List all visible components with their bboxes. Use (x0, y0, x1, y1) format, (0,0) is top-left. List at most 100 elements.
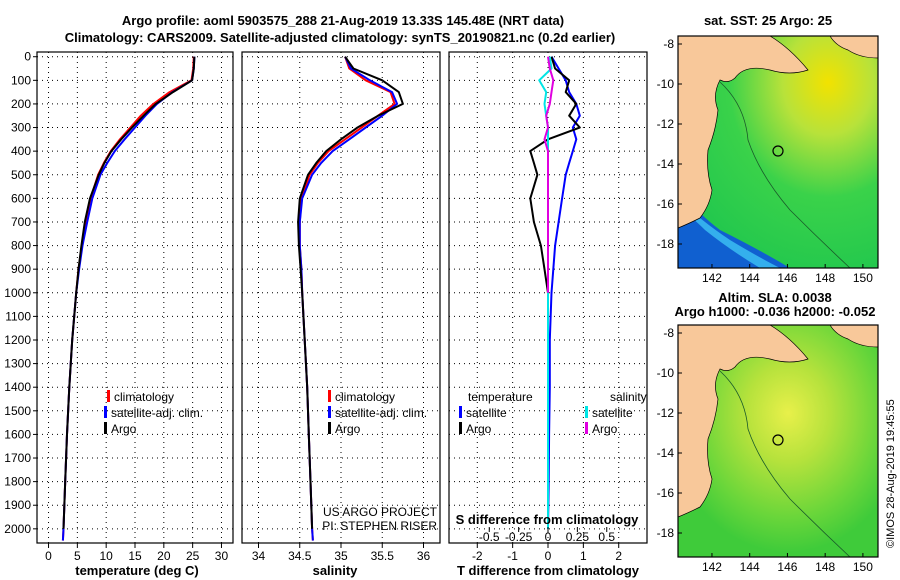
sst-cool-water (678, 190, 790, 268)
legend-label-satellite: satellite-adj. clim. (335, 406, 427, 420)
depth-tick-label: 500 (11, 168, 31, 182)
depth-tick-label: 300 (11, 121, 31, 135)
difference-x-label: T difference from climatology (457, 563, 640, 578)
series-line-temperature-satellite (547, 56, 581, 529)
salinity-difference-tick-label: 0.25 (566, 530, 590, 544)
depth-tick-label: 400 (11, 144, 31, 158)
lat-tick-label: -18 (657, 526, 675, 540)
lat-tick-label: -10 (657, 366, 675, 380)
series-line-climatology (61, 56, 195, 541)
sla-map-frame (677, 324, 879, 558)
legend-label-argo: Argo (111, 422, 137, 436)
depth-tick-label: 600 (11, 191, 31, 205)
legend-swatch-sal-argo (585, 422, 588, 434)
x-tick-label: -1 (507, 549, 518, 563)
sst-map-frame (677, 35, 879, 269)
x-tick-label: -2 (472, 549, 483, 563)
difference-gridlines (449, 52, 647, 543)
x-tick-label: 10 (99, 549, 113, 563)
legend-label-climatology: climatology (335, 390, 395, 404)
legend-label-sal-argo: Argo (592, 422, 618, 436)
sst-land-png (829, 36, 878, 59)
series-line-argo (62, 56, 196, 529)
credit-line2: PI: STEPHEN RISER (322, 519, 437, 533)
sla-float-marker (772, 434, 784, 446)
x-tick-label: 0 (45, 549, 52, 563)
legend-swatch-argo (104, 422, 107, 434)
legend-swatch-argo (328, 422, 331, 434)
salinity-difference-tick-label: -0.5 (479, 530, 500, 544)
lon-tick-label: 148 (815, 271, 835, 285)
salinity-difference-tick-label: -0.25 (505, 530, 533, 544)
depth-tick-label: 1600 (4, 427, 31, 441)
temperature-x-ticks: 0 5 10 15 20 25 30 (45, 543, 228, 563)
sla-land-png (829, 325, 878, 348)
lon-tick-label: 146 (777, 560, 797, 574)
legend-swatch-climatology (328, 390, 331, 402)
salinity-difference-tick-label: 0.5 (598, 530, 615, 544)
legend-swatch-satellite (328, 406, 331, 418)
depth-tick-label: 1400 (4, 380, 31, 394)
series-line-salinity-argo (543, 56, 555, 293)
depth-tick-label: 1100 (5, 309, 31, 323)
temperature-gridlines (37, 52, 233, 543)
salinity-x-label: salinity (313, 563, 359, 578)
series-line-climatology (298, 56, 396, 541)
salinity-difference-tick-label: 0 (545, 530, 552, 544)
salinity-x-ticks: 34 34.5 35 35.5 36 (252, 543, 431, 563)
salinity-difference-ticks: -0.5 -0.25 0 0.25 0.5 (479, 527, 615, 544)
lon-tick-label: 144 (740, 271, 760, 285)
sst-map-title: sat. SST: 25 Argo: 25 (704, 13, 832, 28)
lat-tick-label: -12 (657, 406, 675, 420)
series-line-argo (297, 56, 404, 529)
sst-map-lon-ticks: 142 144 146 148 150 (702, 264, 873, 285)
depth-tick-label: 2000 (4, 522, 31, 536)
sst-map-lat-ticks: -8 -10 -12 -14 -16 -18 (657, 37, 682, 251)
salinity-difference-label: S difference from climatology (456, 512, 640, 527)
x-tick-label: 2 (615, 549, 622, 563)
legend-label-temp-argo: Argo (466, 422, 492, 436)
credit-line1: US ARGO PROJECT (323, 505, 438, 519)
x-tick-label: 1 (580, 549, 587, 563)
lon-tick-label: 150 (853, 560, 873, 574)
difference-legend: temperature salinity satellite Argo sate… (459, 390, 647, 436)
sst-land-cape-york (678, 36, 809, 229)
legend-label-climatology: climatology (114, 390, 174, 404)
lon-tick-label: 146 (777, 271, 797, 285)
salinity-lines (297, 56, 404, 541)
imos-watermark: ©IMOS 28-Aug-2019 19:45:55 (885, 399, 897, 548)
x-tick-label: 15 (128, 549, 142, 563)
lat-tick-label: -12 (657, 117, 675, 131)
depth-tick-label: 1200 (4, 333, 31, 347)
sla-map-lat-ticks: -8 -10 -12 -14 -16 -18 (657, 326, 682, 540)
depth-tick-label: 0 (24, 50, 31, 64)
difference-x-ticks: -2 -1 0 1 2 (472, 543, 622, 563)
difference-lines (529, 56, 581, 529)
series-line-satellite-adj-clim- (298, 56, 399, 541)
sla-map-panel: Altim. SLA: 0.0038 Argo h1000: -0.036 h2… (657, 290, 879, 574)
sst-map-panel: sat. SST: 25 Argo: 25 142 144 146 148 150 -8… (657, 13, 879, 285)
x-tick-label: 20 (157, 549, 171, 563)
sst-reef-contour (719, 81, 851, 268)
lon-tick-label: 144 (740, 560, 760, 574)
x-tick-label: 36 (417, 549, 431, 563)
lon-tick-label: 142 (702, 271, 722, 285)
lat-tick-label: -8 (663, 326, 674, 340)
temperature-lines (61, 56, 196, 541)
salinity-panel: 34 34.5 35 35.5 36 salinity climatology sate… (241, 51, 441, 578)
x-tick-label: 0 (545, 549, 552, 563)
lat-tick-label: -8 (663, 37, 674, 51)
depth-tick-label: 700 (11, 215, 31, 229)
x-tick-label: 34 (252, 549, 266, 563)
depth-tick-label: 1300 (4, 357, 31, 371)
legend-title-temperature: temperature (468, 390, 533, 404)
legend-swatch-climatology (107, 390, 110, 402)
sla-map-title-line1: Altim. SLA: 0.0038 (718, 290, 831, 305)
legend-label-argo: Argo (335, 422, 361, 436)
sla-map-lon-ticks: 142 144 146 148 150 (702, 553, 873, 574)
legend-swatch-sal-satellite (585, 406, 588, 418)
lat-tick-label: -16 (657, 197, 675, 211)
depth-tick-label: 1900 (4, 498, 31, 512)
depth-tick-label: 100 (11, 73, 31, 87)
